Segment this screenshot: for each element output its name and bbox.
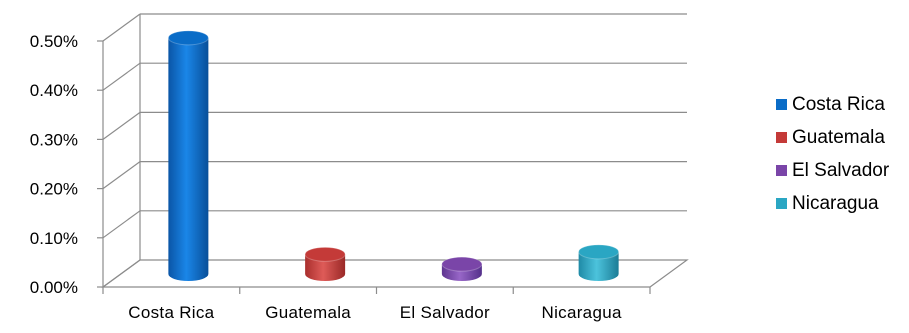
legend-label: Nicaragua	[792, 192, 879, 214]
legend-item-guatemala: Guatemala	[776, 121, 889, 154]
legend-item-el-salvador: El Salvador	[776, 154, 889, 187]
legend-item-costa-rica: Costa Rica	[776, 88, 889, 121]
legend-swatch-el-salvador	[776, 165, 787, 176]
gridline-wall	[102, 62, 141, 91]
x-tick-label: Nicaragua	[542, 303, 622, 322]
x-tick-label: Costa Rica	[128, 303, 214, 322]
legend-swatch-nicaragua	[776, 198, 787, 209]
bar-costa-rica	[167, 30, 209, 282]
y-tick-label: 0.40%	[30, 81, 78, 100]
bar-nicaragua	[578, 244, 620, 282]
y-tick-label: 0.30%	[30, 130, 78, 149]
y-tick-label: 0.00%	[30, 278, 78, 297]
legend: Costa Rica Guatemala El Salvador Nicarag…	[776, 88, 889, 220]
x-tick-label: El Salvador	[400, 303, 490, 322]
legend-swatch-guatemala	[776, 132, 787, 143]
gridline-wall	[102, 161, 141, 190]
bar-el-salvador	[441, 256, 483, 282]
legend-label: Guatemala	[792, 126, 885, 148]
gridline-wall	[102, 210, 141, 239]
legend-item-nicaragua: Nicaragua	[776, 187, 889, 220]
legend-label: El Salvador	[792, 159, 890, 181]
gridline-wall	[102, 111, 141, 140]
y-tick-label: 0.10%	[30, 229, 78, 248]
x-tick-label: Guatemala	[265, 303, 351, 322]
gridline-wall	[102, 259, 141, 288]
legend-swatch-costa-rica	[776, 99, 787, 110]
y-tick-label: 0.20%	[30, 180, 78, 199]
bar-guatemala	[304, 246, 346, 282]
y-tick-label: 0.50%	[30, 32, 78, 51]
gridline-wall	[102, 13, 141, 42]
legend-label: Costa Rica	[792, 93, 885, 115]
